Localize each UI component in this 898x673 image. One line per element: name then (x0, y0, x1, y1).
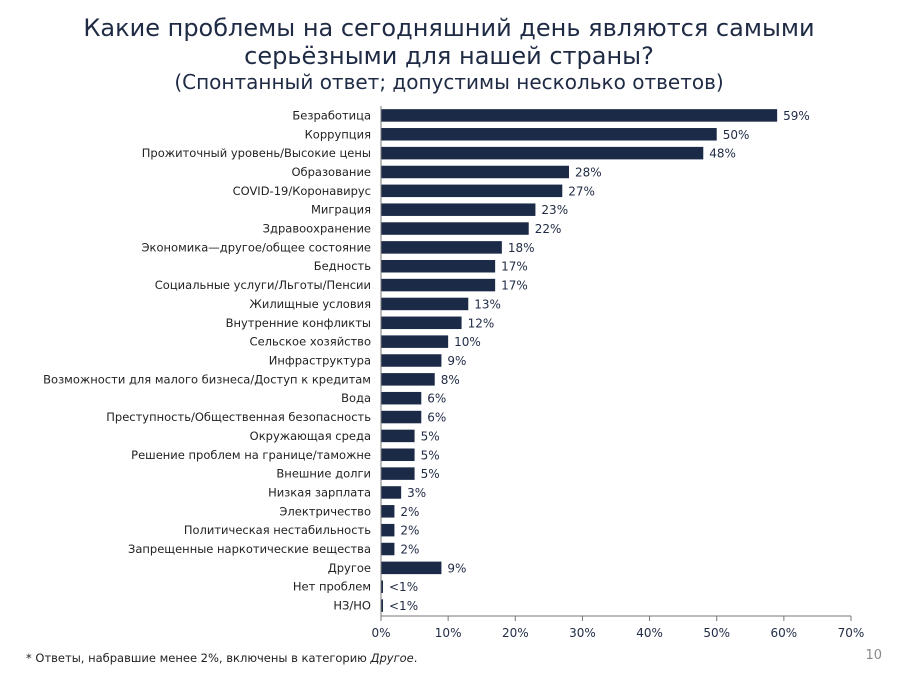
bar (381, 580, 384, 593)
category-label: Здравоохранение (263, 222, 371, 236)
data-label: 18% (508, 241, 535, 255)
category-label: Преступность/Общественная безопасность (106, 410, 371, 424)
data-label: 12% (468, 316, 495, 330)
x-tick-label: 0% (371, 626, 390, 640)
data-label: 59% (783, 109, 810, 123)
bar (381, 241, 502, 254)
chart-subtitle: (Спонтанный ответ; допустимы несколько о… (174, 70, 724, 94)
page-number: 10 (865, 648, 882, 663)
data-label: 3% (407, 486, 426, 500)
category-label: Запрещенные наркотические вещества (128, 542, 371, 556)
category-label: Безработица (292, 108, 371, 122)
category-label: Внутренние конфликты (226, 316, 371, 330)
data-label: 2% (400, 505, 419, 519)
category-label: Внешние долги (276, 467, 371, 481)
category-label: Низкая зарплата (268, 485, 371, 499)
footnote-other: Другое (370, 651, 414, 665)
bar (381, 467, 415, 480)
data-label: 13% (474, 297, 501, 311)
category-label: Политическая нестабильность (184, 523, 371, 537)
bar (381, 146, 704, 160)
category-label: Миграция (311, 203, 371, 217)
bar (381, 316, 462, 330)
category-label: Возможности для малого бизнеса/Доступ к … (43, 372, 371, 386)
bar (381, 373, 435, 386)
category-label: Вода (341, 391, 371, 405)
data-label: 2% (400, 524, 419, 538)
x-tick-label: 20% (502, 626, 529, 640)
category-label: НЗ/НО (333, 599, 371, 613)
bar (381, 448, 415, 462)
category-label: Прожиточный уровень/Высокие цены (142, 146, 371, 160)
x-tick-label: 10% (435, 626, 462, 640)
footnote-suffix: . (413, 651, 418, 665)
bar (381, 259, 496, 273)
bar (381, 278, 496, 292)
category-label: Образование (291, 165, 371, 179)
category-label: Решение проблем на границе/таможне (131, 448, 371, 462)
bar (381, 184, 563, 198)
bar (381, 128, 717, 141)
data-label: 23% (541, 203, 568, 217)
x-tick-label: 40% (636, 626, 663, 640)
data-label: 5% (421, 467, 440, 481)
category-label: COVID-19/Коронавирус (233, 184, 371, 198)
bar (381, 297, 469, 311)
category-label: Другое (328, 561, 371, 575)
chart-title: Какие проблемы на сегодняшний день являю… (0, 14, 898, 94)
title-line-2: серьёзными для нашей страны? (244, 42, 654, 70)
category-label: Коррупция (305, 127, 371, 141)
x-tick-label: 60% (771, 626, 798, 640)
data-label: 27% (568, 184, 595, 198)
x-tick-label: 50% (703, 626, 730, 640)
category-label: Сельское хозяйство (250, 335, 371, 349)
data-label: 6% (427, 392, 446, 406)
bar (381, 561, 442, 575)
bar (381, 505, 395, 518)
bar (381, 203, 536, 216)
x-tick-label: 30% (569, 626, 596, 640)
category-label: Окружающая среда (250, 429, 371, 443)
bar (381, 354, 442, 367)
bar (381, 523, 395, 537)
data-label: 10% (454, 335, 481, 349)
category-label: Инфраструктура (269, 354, 371, 368)
category-label: Бедность (314, 259, 371, 273)
data-label: 22% (535, 222, 562, 236)
category-label: Экономика—другое/общее состояние (142, 240, 371, 254)
bar (381, 391, 422, 405)
data-label: 17% (501, 260, 528, 274)
bar (381, 109, 778, 122)
data-label: 6% (427, 411, 446, 425)
data-label: 9% (447, 561, 466, 575)
footnote: * Ответы, набравшие менее 2%, включены в… (26, 651, 417, 665)
bar (381, 429, 415, 443)
category-label: Социальные услуги/Льготы/Пенсии (155, 278, 371, 292)
bar (381, 165, 569, 179)
data-label: <1% (389, 580, 418, 594)
data-label: 8% (441, 373, 460, 387)
title-line-1: Какие проблемы на сегодняшний день являю… (83, 14, 815, 42)
data-label: 5% (421, 448, 440, 462)
bar (381, 335, 449, 348)
data-label: 9% (447, 354, 466, 368)
bar (381, 486, 402, 499)
category-label: Электричество (279, 504, 371, 518)
bar (381, 410, 422, 424)
data-label: 5% (421, 429, 440, 443)
x-tick-label: 70% (838, 626, 865, 640)
data-label: 2% (400, 543, 419, 557)
footnote-prefix: * Ответы, набравшие менее 2%, включены в… (26, 651, 371, 665)
data-label: 48% (709, 147, 736, 161)
data-label: <1% (389, 599, 418, 613)
bar (381, 222, 529, 235)
category-label: Нет проблем (293, 580, 371, 594)
data-label: 50% (723, 128, 750, 142)
bar (381, 599, 384, 612)
bar (381, 542, 395, 556)
category-label: Жилищные условия (249, 297, 371, 311)
data-label: 28% (575, 165, 602, 179)
data-label: 17% (501, 279, 528, 293)
